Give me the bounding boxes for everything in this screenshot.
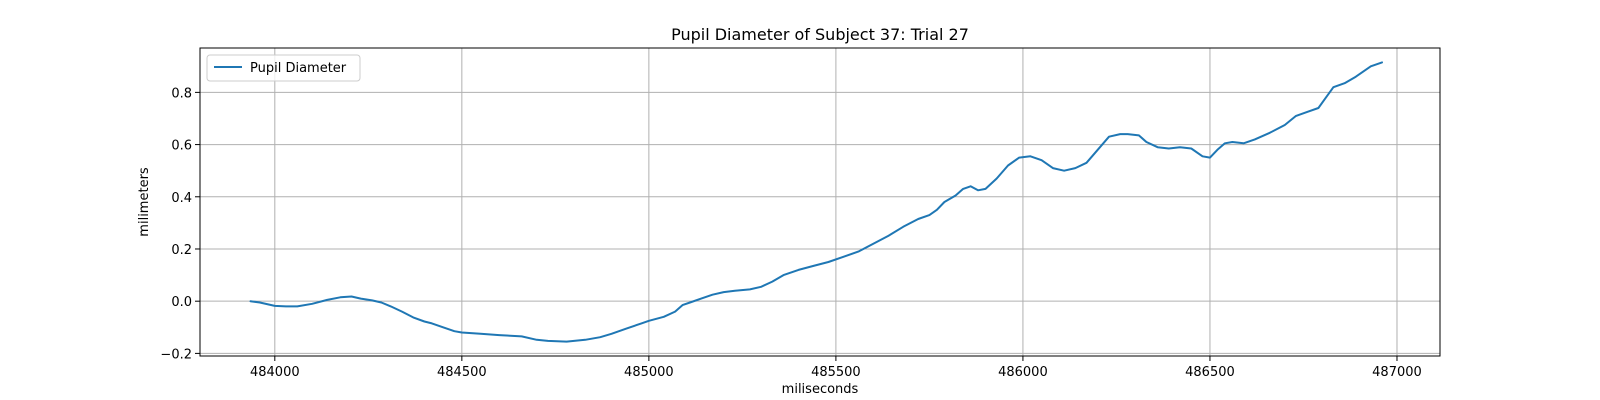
x-tick-label: 486500 <box>1185 365 1235 380</box>
x-axis-ticks: 484000 484500 485000 485500 486000 486500 4870… <box>250 356 1422 380</box>
y-tick-label: −0.2 <box>160 347 192 362</box>
y-tick-label: 0.2 <box>171 243 192 258</box>
legend: Pupil Diameter <box>206 54 361 82</box>
y-tick-label: 0.4 <box>171 191 192 206</box>
x-tick-label: 487000 <box>1372 365 1422 380</box>
x-axis-label: miliseconds <box>782 382 859 397</box>
y-tick-label: 0.8 <box>171 86 192 101</box>
y-axis-label: milimeters <box>137 167 152 237</box>
y-tick-label: 0.6 <box>171 139 192 154</box>
y-axis-ticks: −0.2 0.0 0.2 0.4 0.6 0.8 <box>160 86 200 362</box>
x-tick-label: 486000 <box>998 365 1048 380</box>
chart-title: Pupil Diameter of Subject 37: Trial 27 <box>671 25 969 44</box>
grid <box>200 48 1440 356</box>
series-line-pupil-diameter <box>249 61 1383 343</box>
legend-label: Pupil Diameter <box>250 61 347 76</box>
x-tick-label: 484500 <box>437 365 487 380</box>
plot-area <box>249 61 1383 343</box>
legend-box <box>206 54 361 82</box>
x-tick-label: 485500 <box>811 365 861 380</box>
x-tick-label: 484000 <box>250 365 300 380</box>
y-tick-label: 0.0 <box>171 295 192 310</box>
x-tick-label: 485000 <box>624 365 674 380</box>
axes-frame <box>199 47 1441 357</box>
